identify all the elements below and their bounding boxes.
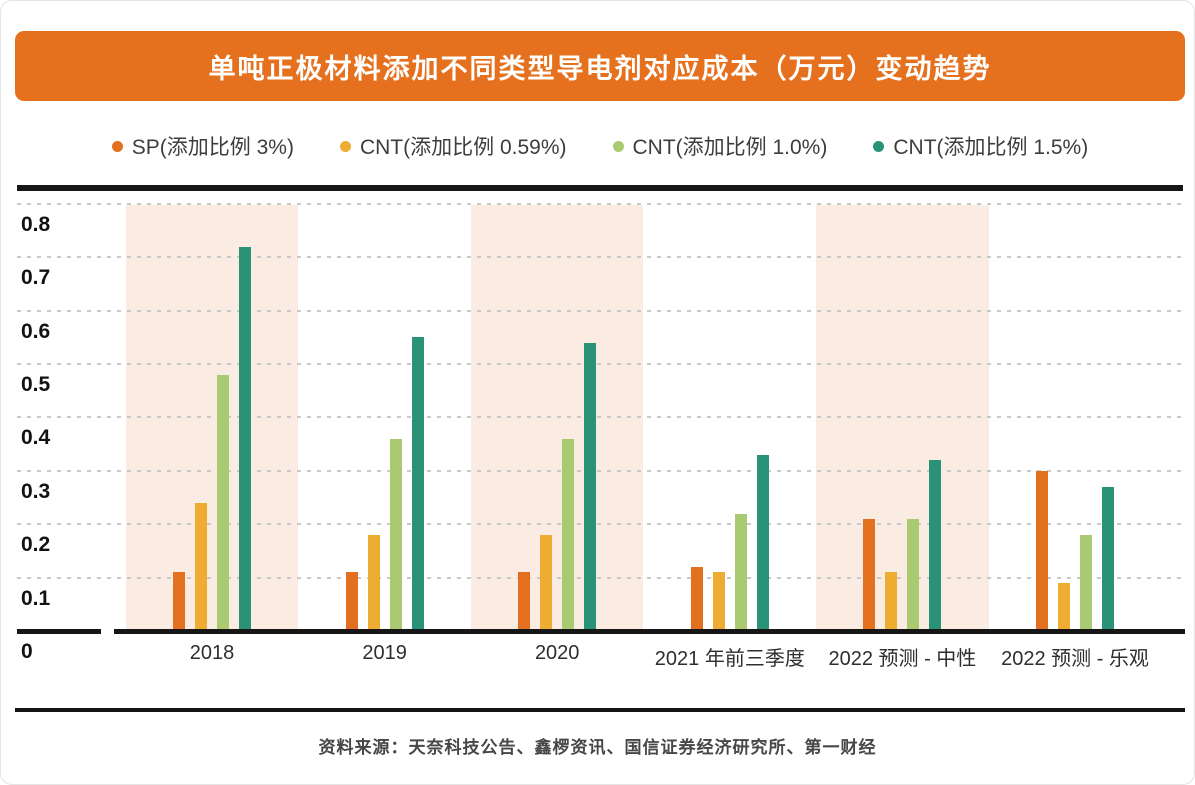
gridline — [17, 416, 1183, 419]
bar — [907, 518, 920, 630]
legend-item: SP(添加比例 3%) — [111, 131, 294, 161]
bar — [734, 513, 747, 630]
y-axis-tick-label: 0.7 — [21, 266, 51, 290]
legend-item-label: CNT(添加比例 1.0%) — [632, 136, 828, 159]
bar — [756, 454, 769, 630]
bar — [1102, 486, 1114, 630]
footer-divider — [15, 708, 1185, 712]
bar — [389, 438, 402, 630]
x-axis-label: 2022 预测 - 乐观 — [1001, 648, 1149, 670]
bar — [712, 572, 725, 630]
legend-dot-icon — [111, 140, 123, 152]
gridline — [17, 469, 1183, 472]
x-axis-label: 2019 — [362, 642, 407, 664]
bar — [345, 572, 358, 630]
bar — [562, 438, 575, 630]
x-axis-line — [114, 629, 1185, 634]
legend-item: CNT(添加比例 1.0%) — [612, 131, 828, 161]
legend-dot-icon — [873, 140, 885, 152]
bar — [540, 534, 553, 630]
bar — [411, 337, 424, 630]
legend: SP(添加比例 3%) CNT(添加比例 0.59%) CNT(添加比例 1.0%)… — [15, 117, 1185, 175]
y-axis-zero-tick — [17, 629, 101, 634]
x-axis-label: 2021 年前三季度 — [654, 648, 805, 670]
x-axis-label: 2018 — [189, 642, 235, 664]
x-axis-label: 2022 预测 - 中性 — [828, 648, 977, 670]
source-note: 资料来源：天奈科技公告、鑫椤资讯、国信证券经济研究所、第一财经 — [318, 738, 877, 757]
gridline — [17, 363, 1183, 365]
bar — [885, 572, 898, 630]
x-axis-label: 2020 — [534, 642, 580, 664]
bar — [1080, 534, 1092, 630]
bar — [929, 460, 942, 630]
legend-item: CNT(添加比例 0.59%) — [339, 131, 567, 161]
legend-dot-icon — [612, 140, 624, 152]
gridline — [17, 309, 1183, 312]
y-axis-tick-label: 0.6 — [21, 319, 51, 343]
bar — [863, 518, 876, 630]
y-axis-tick-label: 0.4 — [21, 426, 51, 450]
y-axis-tick-label: 0.1 — [21, 586, 51, 610]
gridline — [17, 523, 1183, 526]
legend-item-label: CNT(添加比例 0.59%) — [359, 136, 567, 159]
bar — [690, 566, 703, 630]
y-axis-tick-label: 0.5 — [21, 373, 51, 396]
bar — [367, 534, 380, 630]
y-axis-tick-label: 0 — [21, 640, 33, 663]
legend-item: CNT(添加比例 1.5%) — [873, 131, 1088, 161]
bar — [518, 572, 531, 630]
y-axis-tick-label: 0.2 — [21, 533, 51, 557]
gridline — [17, 202, 1183, 205]
gridline — [17, 256, 1183, 259]
y-axis-tick-label: 0.3 — [21, 479, 51, 503]
bar — [195, 502, 207, 630]
legend-dot-icon — [339, 140, 351, 152]
chart-header: 单吨正极材料添加不同类型导电剂对应成本（万元）变动趋势 — [15, 31, 1185, 101]
bar — [584, 342, 597, 630]
y-axis-tick-label: 0.8 — [21, 212, 51, 236]
bar — [217, 374, 229, 630]
bar — [1058, 582, 1070, 630]
bar — [239, 246, 251, 630]
chart-title: 单吨正极材料添加不同类型导电剂对应成本（万元）变动趋势 — [208, 53, 992, 84]
legend-item-label: SP(添加比例 3%) — [131, 136, 294, 159]
gridline — [17, 576, 1183, 579]
plot-top-border — [17, 185, 1183, 191]
legend-item-label: CNT(添加比例 1.5%) — [893, 136, 1089, 159]
bar — [1036, 470, 1048, 630]
bar — [173, 572, 185, 630]
